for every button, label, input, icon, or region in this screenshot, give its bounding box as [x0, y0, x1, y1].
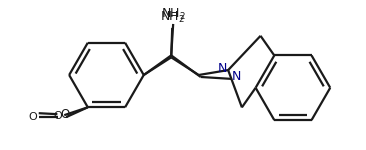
Text: O: O: [53, 111, 62, 121]
Text: N: N: [231, 70, 241, 83]
Text: NH$_2$: NH$_2$: [161, 7, 186, 22]
Text: O: O: [61, 108, 70, 121]
Text: N: N: [217, 62, 227, 75]
Text: NH$_2$: NH$_2$: [160, 10, 185, 25]
Text: O: O: [28, 112, 37, 122]
